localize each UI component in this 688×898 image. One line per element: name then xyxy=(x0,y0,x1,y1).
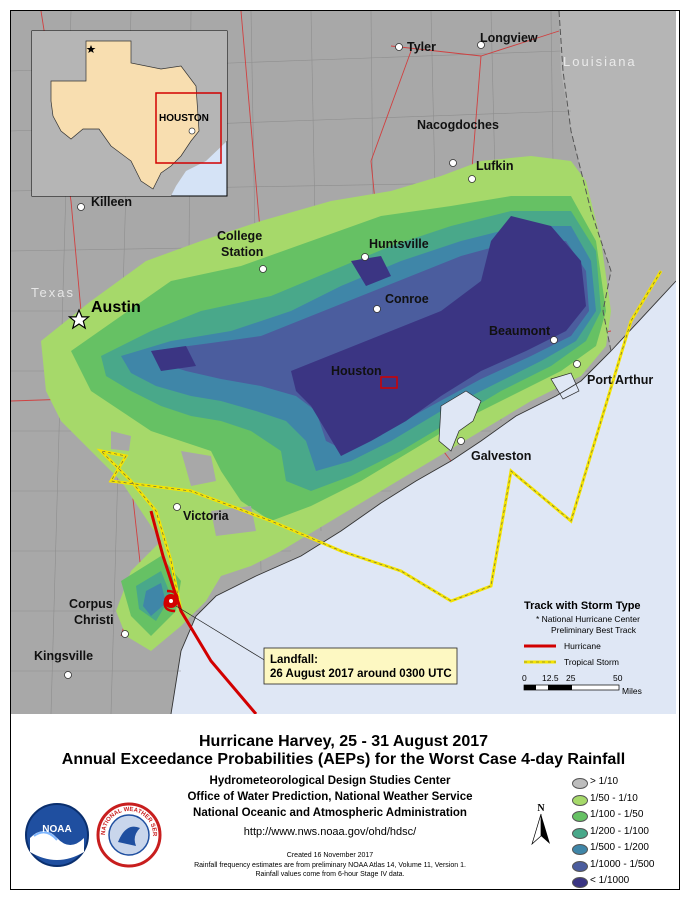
scale-unit: Miles xyxy=(622,686,642,696)
noaa-logo-text: NOAA xyxy=(42,824,71,835)
landfall-title: Landfall: xyxy=(270,654,318,666)
title-line-2: Annual Exceedance Probabilities (AEPs) f… xyxy=(61,751,626,768)
hurricane-symbol xyxy=(163,589,179,613)
inset-houston-label: HOUSTON xyxy=(159,113,209,124)
org-line-3: National Oceanic and Atmospheric Adminis… xyxy=(193,807,467,819)
label-kingsville: Kingsville xyxy=(34,649,93,663)
legend-swatch xyxy=(572,844,588,855)
track-note2: Preliminary Best Track xyxy=(551,625,637,635)
hdsc-url[interactable]: http://www.nws.noaa.gov/ohd/hdsc/ xyxy=(243,826,417,838)
scale-tick-50: 50 xyxy=(613,673,623,683)
scale-bar: 0 12.5 25 50 Miles xyxy=(522,673,642,696)
label-killeen: Killeen xyxy=(91,195,132,209)
legend-swatch xyxy=(572,811,588,822)
noaa-logo: NOAA xyxy=(25,803,89,867)
scale-tick-25: 25 xyxy=(566,673,576,683)
label-texas: Texas xyxy=(31,285,75,300)
legend-item: 1/50 - 1/10 xyxy=(572,793,682,810)
landfall-callout: Landfall: 26 August 2017 around 0300 UTC xyxy=(263,647,458,685)
track-tropical-label: Tropical Storm xyxy=(564,657,619,667)
label-nacogdoches: Nacogdoches xyxy=(417,118,499,132)
north-arrow: N xyxy=(531,803,550,846)
legend-label: > 1/10 xyxy=(590,776,619,787)
label-austin: Austin xyxy=(91,299,141,316)
gulf-of-mexico xyxy=(171,281,676,714)
legend-swatch xyxy=(572,877,588,888)
legend-swatch xyxy=(572,778,588,789)
inset-map: HOUSTON xyxy=(31,30,228,197)
legend-item: > 1/10 xyxy=(572,776,682,793)
label-christi: Christi xyxy=(74,613,114,627)
hurricane-track xyxy=(149,510,258,714)
track-hurricane-label: Hurricane xyxy=(564,641,601,651)
created-date: Created 16 November 2017 xyxy=(286,852,374,859)
label-huntsville: Huntsville xyxy=(369,237,429,251)
legend-item: 1/100 - 1/50 xyxy=(572,809,682,826)
label-galveston: Galveston xyxy=(471,449,531,463)
note-line-1: Rainfall frequency estimates are from pr… xyxy=(194,862,466,869)
aep-band-lt-1-1000 xyxy=(151,216,586,456)
legend-item: 1/500 - 1/200 xyxy=(572,842,682,859)
track-note1: * National Hurricane Center xyxy=(536,614,640,624)
scale-tick-12: 12.5 xyxy=(542,673,559,683)
coastline xyxy=(170,280,676,714)
legend-item: 1/1000 - 1/500 xyxy=(572,859,682,876)
label-tyler: Tyler xyxy=(407,40,436,54)
legend-label: 1/100 - 1/50 xyxy=(590,809,644,820)
label-longview: Longview xyxy=(480,31,538,45)
label-victoria: Victoria xyxy=(183,509,230,523)
north-label: N xyxy=(537,803,545,814)
legend-label: 1/50 - 1/10 xyxy=(590,792,638,804)
aep-legend: > 1/10 1/50 - 1/10 1/100 - 1/50 1/200 - … xyxy=(572,776,682,892)
note-line-2: Rainfall values come from 6-hour Stage I… xyxy=(255,871,405,878)
label-port-arthur: Port Arthur xyxy=(587,373,653,387)
legend-label: 1/500 - 1/200 xyxy=(590,842,649,853)
label-conroe: Conroe xyxy=(385,292,429,306)
title-line-1: Hurricane Harvey, 25 - 31 August 2017 xyxy=(198,733,489,750)
label-corpus: Corpus xyxy=(69,597,113,611)
landfall-pointer xyxy=(175,605,267,662)
scale-tick-0: 0 xyxy=(522,673,527,683)
legend-label: 1/200 - 1/100 xyxy=(590,825,649,837)
track-legend: Track with Storm Type * National Hurrica… xyxy=(524,600,641,667)
bays xyxy=(438,372,580,452)
city-dots xyxy=(64,41,581,679)
legend-swatch xyxy=(572,827,588,839)
landfall-text: 26 August 2017 around 0300 UTC xyxy=(270,668,452,680)
texas-louisiana-border xyxy=(558,11,612,352)
houston-marker xyxy=(380,376,398,389)
legend-swatch xyxy=(572,794,588,806)
label-lufkin: Lufkin xyxy=(476,159,514,173)
org-line-1: Hydrometeorological Design Studies Cente… xyxy=(209,775,451,787)
legend-item: < 1/1000 xyxy=(572,875,682,892)
gray-patches xyxy=(111,431,256,536)
label-houston: Houston xyxy=(331,364,382,378)
rainfall-aep-map: Tyler Longview Nacogdoches Lufkin Killee… xyxy=(11,11,676,714)
label-station: Station xyxy=(221,245,263,259)
legend-label: 1/1000 - 1/500 xyxy=(590,858,655,870)
legend-label: < 1/1000 xyxy=(590,875,630,886)
legend-item: 1/200 - 1/100 xyxy=(572,826,682,843)
track-title: Track with Storm Type xyxy=(524,600,641,612)
legend-swatch xyxy=(572,860,588,872)
louisiana-region xyxy=(559,11,676,351)
nws-logo: NATIONAL WEATHER SERVICE xyxy=(96,802,162,868)
label-college: College xyxy=(217,229,262,243)
label-louisiana: Louisiana xyxy=(563,54,637,69)
org-line-2: Office of Water Prediction, National Wea… xyxy=(187,791,473,803)
austin-star xyxy=(67,308,91,330)
label-beaumont: Beaumont xyxy=(489,324,551,338)
